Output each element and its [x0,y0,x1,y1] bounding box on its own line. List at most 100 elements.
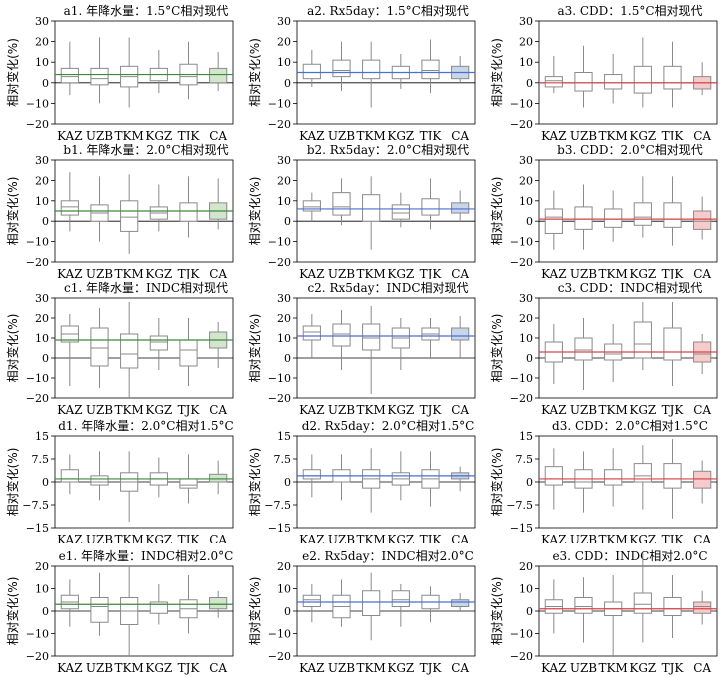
box-tkm [604,324,623,382]
x-tick-label: UZB [328,661,355,675]
y-tick-label: 10 [277,583,291,596]
x-tick-label: TKM [357,403,386,417]
x-tick-label: KGZ [387,533,414,543]
box-uzb [574,451,593,513]
box-kaz [302,584,321,623]
y-axis-label: 相对变化(%) [5,577,20,646]
x-tick-label: UZB [86,267,113,279]
box-tjk [663,575,682,638]
x-tick-label: TJK [420,661,443,675]
plot-frame [538,20,718,125]
box-body [149,335,168,351]
box-uzb [332,454,351,501]
box-body [604,469,623,486]
box-kaz [60,172,79,232]
x-tick-label: CA [451,267,469,279]
x-tick-label: UZB [328,129,355,140]
y-tick-label: 0 [526,215,533,228]
x-tick-label: KAZ [299,267,324,279]
plot-frame [54,20,234,125]
x-tick-label: UZB [328,403,355,417]
box-body [362,590,381,616]
y-tick-label: −7.5 [264,499,291,512]
box-body [663,463,682,489]
box-body [421,59,440,80]
x-tick-label: TKM [599,533,628,543]
box-tkm [604,53,623,104]
box-tkm [120,174,139,254]
box-body [120,200,139,232]
x-tick-label: TJK [662,403,685,417]
box-uzb [574,318,593,390]
y-tick-label: −7.5 [506,499,533,512]
y-tick-label: 10 [519,332,533,345]
box-kgz [633,176,652,238]
y-tick-label: 20 [35,560,49,573]
box-body [663,202,682,228]
x-tick-label: TKM [115,533,144,543]
x-tick-label: KGZ [387,129,414,140]
box-body [179,339,198,367]
y-axis-label: 相对变化(%) [247,38,262,107]
box-body [451,327,470,341]
y-tick-label: 30 [35,154,49,167]
x-tick-label: TJK [178,533,201,543]
y-tick-label: −10 [26,628,49,641]
panel-d2: d2. Rx5day：2.0°C相对1.5°C 相对变化(%) −15 −7.5 0 7.… [247,419,476,543]
box-body [574,206,593,230]
box-uzb [574,184,593,250]
box-tjk [663,176,682,246]
y-tick-label: −10 [510,97,533,110]
y-tick-label: −20 [26,650,49,663]
x-tick-label: TJK [178,661,201,675]
x-tick-label: CA [693,403,711,417]
x-tick-label: TKM [357,267,386,279]
y-tick-label: 20 [519,312,533,325]
box-tkm [120,451,139,522]
y-axis-label: 相对变化(%) [5,177,20,246]
y-tick-label: 0 [284,352,291,365]
y-tick-label: 7.5 [274,453,292,466]
x-tick-label: UZB [328,533,355,543]
y-tick-label: −20 [510,650,533,663]
y-tick-label: 20 [35,312,49,325]
y-axis-label: 相对变化(%) [5,314,20,383]
x-tick-label: KGZ [387,403,414,417]
x-tick-label: KAZ [541,129,566,140]
x-tick-label: CA [209,267,227,279]
y-tick-label: 30 [519,15,533,28]
y-tick-label: 15 [277,430,291,443]
y-tick-label: −20 [26,118,49,131]
panel-title: d3. CDD：2.0°C相对1.5°C [552,419,708,433]
box-tjk [421,451,440,507]
y-axis-label: 相对变化(%) [247,577,262,646]
box-ca [693,196,712,240]
x-tick-label: KAZ [57,533,82,543]
box-body [544,76,563,88]
panel-title: c3. CDD：INDC相对现代 [558,281,702,295]
panel-d3: d3. CDD：2.0°C相对1.5°C 相对变化(%) −15 −7.5 0 7.5 15… [489,419,718,543]
box-tjk [421,39,440,94]
box-ca [693,62,712,96]
y-axis-label: 相对变化(%) [247,448,262,517]
box-tkm [604,448,623,507]
box-body [60,469,79,483]
box-body [451,599,470,607]
x-tick-label: KGZ [145,129,172,140]
y-tick-label: 10 [277,195,291,208]
box-tjk [663,41,682,108]
y-tick-label: 20 [35,36,49,49]
box-body [693,601,712,614]
y-tick-label: 30 [277,292,291,305]
x-tick-label: CA [209,403,227,417]
x-tick-label: KGZ [387,267,414,279]
x-tick-label: TKM [357,661,386,675]
x-tick-label: CA [693,533,711,543]
y-tick-label: −10 [268,372,291,385]
x-tick-label: TKM [115,661,144,675]
